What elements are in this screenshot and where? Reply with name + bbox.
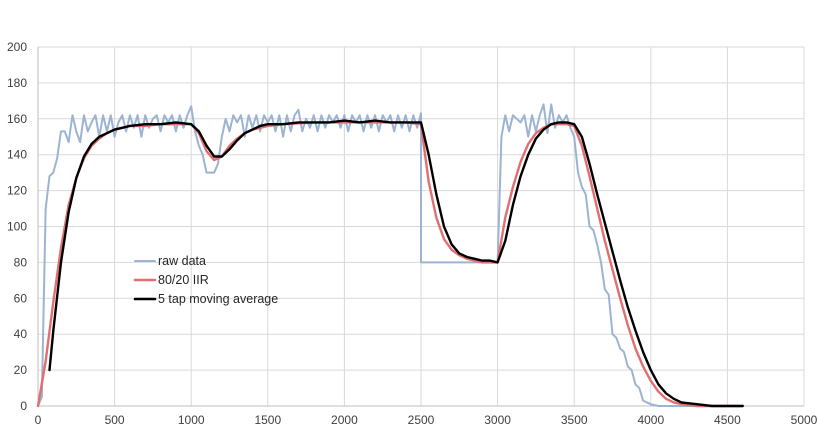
y-tick-label: 160 bbox=[7, 112, 27, 126]
y-tick-label: 40 bbox=[14, 327, 28, 341]
y-tick-labels: 0 20 40 60 80 100 120 140 160 180 200 bbox=[7, 40, 27, 413]
x-tick-label: 2500 bbox=[408, 413, 435, 427]
legend-label: 80/20 IIR bbox=[158, 273, 209, 287]
y-tick-label: 0 bbox=[20, 399, 27, 413]
legend-label: 5 tap moving average bbox=[158, 292, 278, 306]
x-tick-label: 500 bbox=[105, 413, 125, 427]
y-tick-label: 120 bbox=[7, 184, 27, 198]
y-tick-label: 20 bbox=[14, 363, 28, 377]
x-tick-label: 3000 bbox=[484, 413, 511, 427]
x-tick-labels: 0 500 1000 1500 2000 2500 3000 3500 4000 4500 5000 bbox=[35, 413, 818, 427]
x-tick-label: 2000 bbox=[331, 413, 358, 427]
x-tick-label: 1500 bbox=[254, 413, 281, 427]
y-tick-label: 80 bbox=[14, 255, 28, 269]
x-tick-label: 4000 bbox=[637, 413, 664, 427]
y-tick-label: 140 bbox=[7, 148, 27, 162]
y-tick-label: 100 bbox=[7, 220, 27, 234]
series-line-1 bbox=[37, 103, 744, 407]
legend: raw data 80/20 IIR 5 tap moving average bbox=[133, 254, 278, 306]
series-line-3 bbox=[48, 119, 744, 408]
x-tick-label: 5000 bbox=[791, 413, 818, 427]
y-tick-label: 60 bbox=[14, 291, 28, 305]
x-tick-label: 1000 bbox=[178, 413, 205, 427]
y-tick-label: 200 bbox=[7, 40, 27, 54]
y-tick-label: 180 bbox=[7, 76, 27, 90]
x-tick-label: 0 bbox=[35, 413, 42, 427]
x-tick-label: 4500 bbox=[714, 413, 741, 427]
legend-label: raw data bbox=[158, 254, 206, 268]
series-lines bbox=[36, 103, 744, 408]
x-tick-label: 3500 bbox=[561, 413, 588, 427]
